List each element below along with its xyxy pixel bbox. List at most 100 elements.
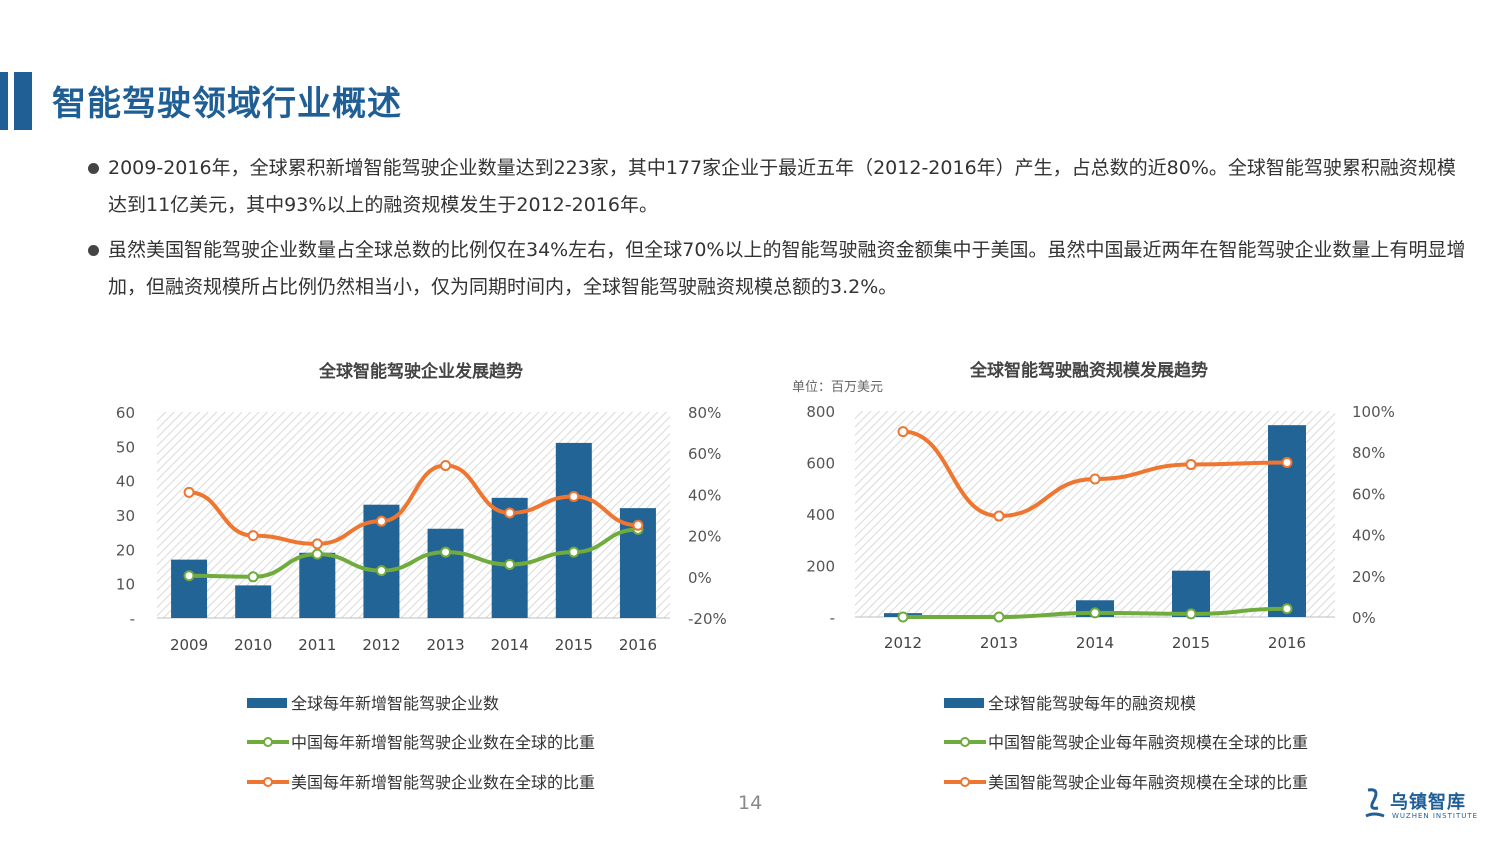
- y2-tick-label: 60%: [688, 445, 721, 463]
- y-tick-label: 50: [116, 438, 135, 456]
- company-trend-chart: 全球智能驾驶企业发展趋势 - 10 20 30 40 50 60 -20% 0% 20% 40% 60…: [116, 361, 727, 792]
- y-tick-label: -: [830, 609, 835, 627]
- y2-tick-label: 40%: [688, 486, 721, 504]
- y-tick-label: 400: [806, 506, 835, 524]
- series-point: [440, 460, 452, 472]
- title-accent-bar: [0, 72, 8, 130]
- series-point: [1185, 608, 1197, 620]
- y2-tick-label: 40%: [1352, 527, 1385, 545]
- chart2-plot-area: [855, 411, 1335, 617]
- page-title: 智能驾驶领域行业概述: [52, 84, 402, 124]
- x-tick-label: 2014: [1076, 634, 1114, 652]
- bar: [299, 552, 336, 618]
- y-tick-label: 800: [806, 403, 835, 421]
- series-point: [897, 426, 909, 438]
- series-point: [568, 490, 580, 502]
- series-point: [897, 611, 909, 623]
- legend-point-swatch: [263, 737, 273, 747]
- legend-label: 中国智能驾驶企业每年融资规模在全球的比重: [988, 733, 1308, 752]
- y-tick-label: 600: [806, 455, 835, 473]
- y2-tick-label: 0%: [1352, 609, 1376, 627]
- legend-point-swatch: [960, 737, 970, 747]
- legend-label: 全球智能驾驶每年的融资规模: [988, 694, 1196, 713]
- y2-tick-label: 20%: [1352, 568, 1385, 586]
- series-point: [440, 546, 452, 558]
- series-point: [311, 538, 323, 550]
- y2-tick-label: 20%: [688, 528, 721, 546]
- series-point: [311, 548, 323, 560]
- series-line: [902, 429, 1288, 519]
- series-point: [504, 558, 516, 570]
- wuzhen-logo: 乌镇智库 WUZHEN INSTITUTE: [1362, 786, 1477, 824]
- x-tick-label: 2013: [980, 634, 1018, 652]
- series-point: [993, 611, 1005, 623]
- x-tick-label: 2011: [298, 636, 336, 654]
- logo-mark-icon: [1365, 788, 1385, 818]
- title-accent-block: [14, 72, 32, 130]
- funding-trend-chart: 全球智能驾驶融资规模发展趋势 单位：百万美元 - 200 400 600 800 0% 20…: [792, 360, 1395, 792]
- y2-tick-label: 100%: [1352, 403, 1395, 421]
- legend-point-swatch: [263, 777, 273, 787]
- bullet-list: 2009-2016年，全球累积新增智能驾驶企业数量达到223家，其中177家企业…: [88, 150, 1468, 314]
- x-tick-label: 2015: [1172, 634, 1210, 652]
- legend-bar-swatch: [247, 698, 287, 708]
- series-point: [247, 530, 259, 542]
- y2-tick-label: -20%: [688, 610, 727, 628]
- x-tick-label: 2010: [234, 636, 272, 654]
- y-tick-label: 20: [116, 541, 135, 559]
- chart2-title: 全球智能驾驶融资规模发展趋势: [969, 360, 1208, 381]
- y-tick-label: 60: [116, 404, 135, 422]
- series-point: [1089, 607, 1101, 619]
- chart1-title: 全球智能驾驶企业发展趋势: [318, 361, 523, 382]
- series-point: [504, 507, 516, 519]
- legend-label: 中国每年新增智能驾驶企业数在全球的比重: [291, 733, 595, 752]
- legend-point-swatch: [960, 777, 970, 787]
- series-point: [183, 570, 195, 582]
- x-tick-label: 2014: [491, 636, 529, 654]
- series-point: [1281, 457, 1293, 468]
- x-tick-label: 2012: [362, 636, 400, 654]
- bar: [555, 442, 592, 618]
- series-point: [183, 486, 195, 498]
- series-point: [247, 571, 259, 583]
- legend-label: 全球每年新增智能驾驶企业数: [291, 694, 499, 713]
- x-tick-label: 2009: [170, 636, 208, 654]
- x-tick-label: 2016: [1268, 634, 1306, 652]
- series-point: [375, 515, 387, 527]
- series-point: [568, 546, 580, 558]
- page-number: 14: [738, 792, 763, 814]
- y2-tick-label: 0%: [688, 569, 712, 587]
- x-tick-label: 2012: [884, 634, 922, 652]
- series-point: [632, 519, 644, 531]
- logo-subtitle: WUZHEN INSTITUTE: [1392, 812, 1479, 820]
- series-point: [1185, 459, 1197, 471]
- bar: [427, 528, 464, 618]
- series-point: [1089, 473, 1101, 485]
- bullet-text: 虽然美国智能驾驶企业数量占全球总数的比例仅在34%左右，但全球70%以上的智能驾…: [108, 239, 1466, 298]
- series-point: [1281, 603, 1293, 615]
- y-tick-label: 30: [116, 507, 135, 525]
- x-tick-label: 2015: [555, 636, 593, 654]
- x-tick-label: 2013: [426, 636, 464, 654]
- chart2-unit-label: 单位：百万美元: [792, 380, 883, 395]
- y-tick-label: 40: [116, 473, 135, 491]
- legend-label: 美国智能驾驶企业每年融资规模在全球的比重: [988, 773, 1308, 792]
- y2-tick-label: 80%: [1352, 444, 1385, 462]
- y2-tick-label: 80%: [688, 404, 721, 422]
- series-point: [375, 565, 387, 577]
- bullet-dot-icon: [88, 163, 99, 174]
- legend-label: 美国每年新增智能驾驶企业数在全球的比重: [291, 773, 595, 792]
- bullet-item: 2009-2016年，全球累积新增智能驾驶企业数量达到223家，其中177家企业…: [88, 150, 1468, 224]
- bar: [235, 585, 272, 618]
- logo-name: 乌镇智库: [1390, 792, 1466, 813]
- bullet-text: 2009-2016年，全球累积新增智能驾驶企业数量达到223家，其中177家企业…: [108, 157, 1456, 216]
- legend-bar-swatch: [944, 698, 984, 708]
- y-tick-label: 10: [116, 576, 135, 594]
- bar: [171, 559, 208, 618]
- bar: [1268, 425, 1306, 617]
- series-point: [993, 510, 1005, 522]
- y2-tick-label: 60%: [1352, 485, 1385, 503]
- chart1-plot-area: [157, 412, 670, 618]
- y-tick-label: -: [130, 610, 135, 628]
